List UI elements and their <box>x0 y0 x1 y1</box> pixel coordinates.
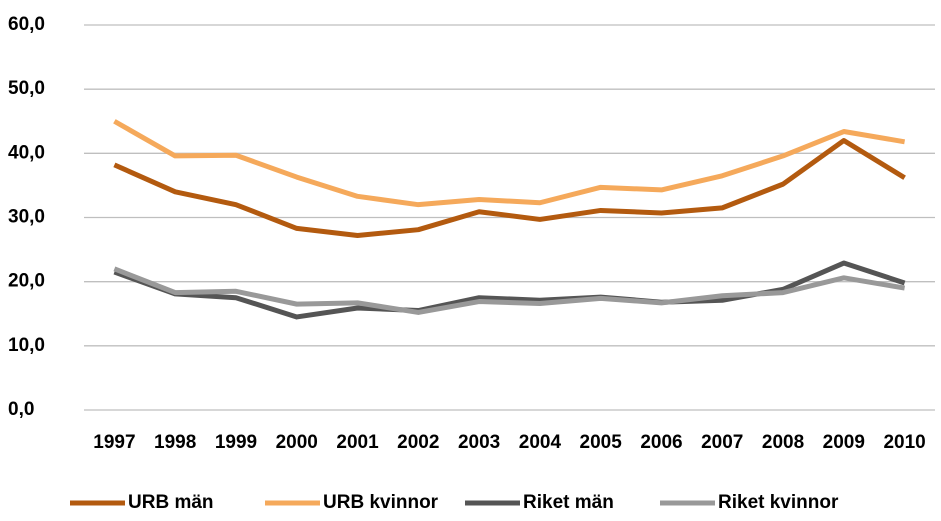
x-tick-label: 2001 <box>336 432 379 453</box>
y-tick-label: 0,0 <box>8 399 34 420</box>
y-tick-label: 20,0 <box>8 271 45 292</box>
y-tick-label: 50,0 <box>8 78 45 99</box>
y-tick-label: 30,0 <box>8 207 45 228</box>
series-line <box>113 138 906 238</box>
x-tick-label: 2003 <box>458 432 500 453</box>
y-tick-label: 60,0 <box>8 14 45 35</box>
x-tick-label: 2010 <box>883 432 925 453</box>
x-tick-label: 1998 <box>154 432 196 453</box>
y-tick-label: 40,0 <box>8 142 45 163</box>
series-line <box>113 266 906 315</box>
y-tick-label: 10,0 <box>8 335 45 356</box>
legend-label: URB män <box>128 492 214 513</box>
x-tick-label: 2004 <box>519 432 562 453</box>
x-tick-label: 2000 <box>276 432 318 453</box>
legend-label: Riket män <box>523 492 614 513</box>
x-tick-label: 1999 <box>215 432 257 453</box>
x-tick-label: 2008 <box>762 432 804 453</box>
legend-label: URB kvinnor <box>323 492 439 513</box>
x-tick-label: 2009 <box>823 432 865 453</box>
x-tick-label: 2002 <box>397 432 439 453</box>
series-line <box>113 119 906 208</box>
legend-label: Riket kvinnor <box>718 492 839 513</box>
x-tick-label: 2005 <box>580 432 623 453</box>
x-tick-label: 1997 <box>93 432 135 453</box>
x-tick-label: 2006 <box>640 432 682 453</box>
x-tick-label: 2007 <box>701 432 743 453</box>
